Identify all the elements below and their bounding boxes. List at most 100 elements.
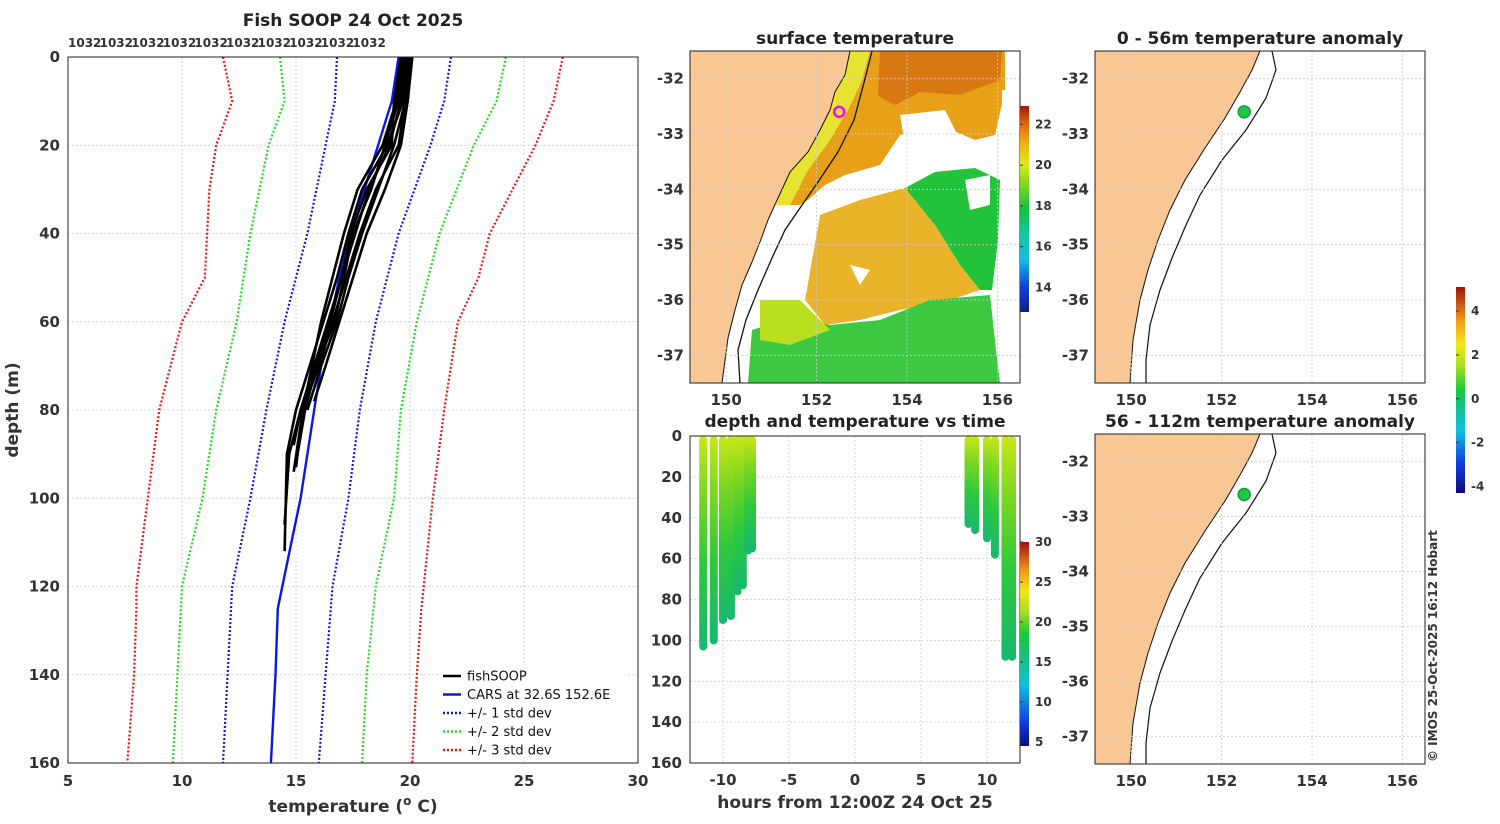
colorbar-tick-label: 18 xyxy=(1035,199,1052,213)
credit-text: © IMOS 25-Oct-2025 16:12 Hobart xyxy=(1426,530,1440,762)
station-id-label: 1032 xyxy=(352,36,385,50)
profile-title: Fish SOOP 24 Oct 2025 xyxy=(243,11,464,31)
time-y-tick-label: 40 xyxy=(661,509,682,527)
sst-station-marker xyxy=(832,105,846,119)
profile-x-tick-label: 25 xyxy=(514,772,535,790)
fishsoop-profile-line xyxy=(306,56,409,411)
profile-legend: fishSOOP CARS at 32.6S 152.6E +/- 1 std de… xyxy=(438,666,628,759)
time-x-tick-label: -10 xyxy=(709,771,736,789)
sst-cool-water-south xyxy=(748,295,1000,383)
map-lat-tick-label: -37 xyxy=(1062,728,1089,746)
colorbar-tick-label: 0 xyxy=(1471,392,1479,406)
cast-column xyxy=(699,436,708,651)
sst-map-area xyxy=(690,51,1020,383)
anomaly-deep-panel: 56 - 112m temperature anomaly 150 152 154 1… xyxy=(1062,412,1426,791)
time-depth-title: depth and temperature vs time xyxy=(705,412,1006,432)
map-lon-tick-label: 152 xyxy=(801,391,832,409)
map-lon-tick-label: 156 xyxy=(1387,391,1418,409)
anomaly-deep-shelf-contour xyxy=(1145,434,1277,764)
anomaly-shallow-grid xyxy=(1095,51,1425,383)
legend-label: fishSOOP xyxy=(467,670,527,685)
time-y-tick-label: 60 xyxy=(661,550,682,568)
sst-coastline xyxy=(721,51,851,383)
time-depth-colorbar xyxy=(1020,542,1029,746)
profile-x-tick-label: 30 xyxy=(628,772,649,790)
map-lat-tick-label: -36 xyxy=(657,291,684,309)
time-x-tick-label: 0 xyxy=(850,771,860,789)
colorbar-tick-label: 15 xyxy=(1035,655,1052,669)
profile-y-ticks: 0 20 40 60 80 100 120 140 160 xyxy=(29,48,60,772)
map-lon-tick-label: 154 xyxy=(1296,391,1327,409)
map-lat-tick-label: -34 xyxy=(657,180,684,198)
sst-shelf-contour xyxy=(737,51,873,383)
sst-panel: surface temperature xyxy=(657,29,1052,409)
colorbar-tick-label: 5 xyxy=(1035,735,1043,749)
map-lat-tick-label: -34 xyxy=(1062,563,1089,581)
colorbar-tick-label: -4 xyxy=(1471,479,1484,493)
anomaly-deep-station xyxy=(1237,487,1251,502)
anomaly-deep-title: 56 - 112m temperature anomaly xyxy=(1105,412,1415,432)
std-dev-line xyxy=(317,56,453,764)
profile-y-tick-label: 160 xyxy=(29,754,60,772)
colorbar-tick-label: 16 xyxy=(1035,240,1052,254)
profile-y-label: depth (m) xyxy=(3,362,23,457)
map-lat-tick-label: -35 xyxy=(1062,618,1089,636)
std-dev-line xyxy=(171,56,286,764)
profile-y-tick-label: 60 xyxy=(39,313,60,331)
map-lat-tick-label: -35 xyxy=(1062,236,1089,254)
colorbar-tick-label: 22 xyxy=(1035,117,1052,131)
anomaly-deep-map xyxy=(1095,434,1425,764)
sst-eddy xyxy=(805,188,980,325)
station-id-label: 1032 xyxy=(68,36,101,50)
station-id-label: 1032 xyxy=(131,36,164,50)
cast-column xyxy=(964,436,973,528)
cast-column xyxy=(990,436,999,559)
map-lat-tick-label: -37 xyxy=(1062,346,1089,364)
map-lon-tick-label: 150 xyxy=(1116,772,1147,790)
sst-cloud-gaps xyxy=(762,90,1020,383)
profile-x-tick-label: 5 xyxy=(63,772,73,790)
time-y-tick-label: 80 xyxy=(661,591,682,609)
time-depth-colorbar-ticks: 5 10 15 20 25 30 xyxy=(1020,535,1052,749)
profile-series xyxy=(126,56,564,764)
map-lat-tick-label: -36 xyxy=(1062,291,1089,309)
cast-column xyxy=(748,436,757,553)
map-lat-tick-label: -37 xyxy=(657,346,684,364)
time-y-tick-label: 160 xyxy=(651,754,682,772)
fishsoop-profile-line xyxy=(312,56,414,402)
map-lat-tick-label: -35 xyxy=(657,236,684,254)
time-depth-panel: depth and temperature vs time -10 -5 0 5 100… xyxy=(651,412,1052,813)
anomaly-deep-ticks: 150 152 154 156 -32 -33 -34 -35 -36 -37 xyxy=(1062,453,1418,791)
map-lat-tick-label: -33 xyxy=(1062,508,1089,526)
sst-colorbar xyxy=(1020,106,1029,312)
anomaly-shallow-ticks: 150 152 154 156 -32 -33 -34 -35 -36 -37 xyxy=(1062,70,1418,409)
legend-box xyxy=(438,666,628,756)
time-depth-x-label: hours from 12:00Z 24 Oct 25 xyxy=(717,793,993,813)
time-x-tick-label: 5 xyxy=(916,771,926,789)
anomaly-colorbar-ticks: -4 -2 0 2 4 xyxy=(1456,304,1484,493)
profile-y-tick-label: 80 xyxy=(39,401,60,419)
time-x-tick-label: -5 xyxy=(781,771,798,789)
profile-x-tick-label: 20 xyxy=(400,772,421,790)
legend-label: CARS at 32.6S 152.6E xyxy=(467,688,610,703)
profile-y-tick-label: 100 xyxy=(29,489,60,507)
map-lon-tick-label: 152 xyxy=(1206,391,1237,409)
time-x-tick-label: 10 xyxy=(977,771,998,789)
time-y-tick-label: 20 xyxy=(661,468,682,486)
map-lon-tick-label: 156 xyxy=(1387,772,1418,790)
map-lat-tick-label: -32 xyxy=(1062,453,1089,471)
cast-column xyxy=(971,436,980,535)
anomaly-shallow-map xyxy=(1095,51,1425,383)
anomaly-shallow-frame xyxy=(1094,50,1426,384)
colorbar-tick-label: 25 xyxy=(1035,575,1052,589)
station-id-label: 1032 xyxy=(258,36,291,50)
colorbar-tick-label: 4 xyxy=(1471,304,1479,318)
time-y-tick-label: 140 xyxy=(651,713,682,731)
profile-y-tick-label: 120 xyxy=(29,578,60,596)
std-dev-line xyxy=(411,56,564,764)
anomaly-deep-grid xyxy=(1095,434,1425,764)
std-dev-line xyxy=(361,56,507,764)
colorbar-tick-label: 14 xyxy=(1035,281,1052,295)
legend-label: +/- 3 std dev xyxy=(467,744,552,759)
